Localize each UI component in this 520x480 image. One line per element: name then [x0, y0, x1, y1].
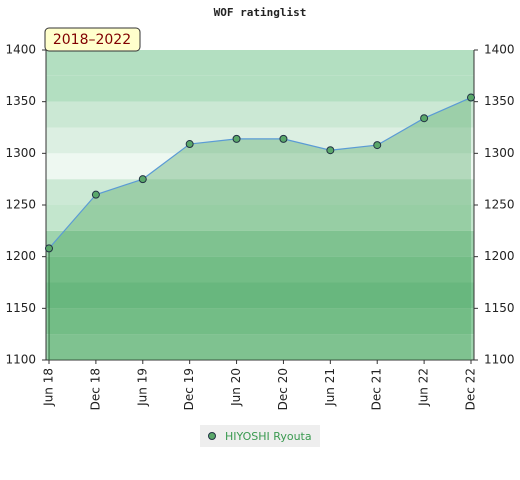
marker [45, 244, 53, 253]
y-tick-label: 1100 [5, 353, 36, 367]
area [49, 97, 471, 361]
marker [138, 175, 147, 184]
y2-tick-label: 1300 [484, 146, 515, 160]
y-tick-label: 1200 [5, 249, 36, 263]
band [46, 205, 474, 231]
legend [200, 425, 320, 447]
band [46, 230, 474, 257]
y2-tick-label: 1350 [484, 94, 515, 108]
marker [373, 141, 382, 150]
x-tick-label: Dec 19 [182, 368, 196, 410]
y-tick-label: 1350 [5, 94, 36, 108]
marker [467, 93, 475, 102]
legend-label: HIYOSHI Ryouta [225, 430, 312, 443]
x-tick-label: Dec 20 [276, 368, 290, 410]
band [46, 75, 474, 102]
y2-tick-label: 1150 [484, 301, 515, 315]
x-tick-label: Jun 18 [42, 368, 56, 407]
band [46, 334, 474, 360]
band [46, 308, 474, 335]
marker [420, 114, 429, 123]
y-tick-label: 1150 [5, 301, 36, 315]
band [46, 127, 474, 154]
y2-tick-label: 1250 [484, 198, 515, 212]
x-tick-label: Jun 19 [135, 368, 149, 407]
marker [326, 146, 335, 155]
line [48, 96, 472, 249]
y-tick-label: 1250 [5, 198, 36, 212]
badge: 2018–2022 [53, 32, 131, 48]
x-tick-label: Dec 18 [88, 368, 102, 410]
badge-box [44, 27, 141, 52]
marker [185, 140, 194, 149]
marker [91, 190, 100, 199]
plot: 1100 1100 1150 1150 1200 1200 1250 1250 1300 1300… [5, 43, 514, 411]
y2-tick-label: 1200 [484, 249, 515, 263]
x-tick-label: Dec 22 [464, 368, 478, 410]
legend-marker [208, 432, 216, 440]
marker [232, 134, 241, 143]
x-tick-label: Jun 21 [323, 368, 337, 407]
y2-tick-label: 1400 [484, 43, 515, 57]
band [46, 153, 474, 180]
band [46, 256, 474, 283]
marker [279, 134, 288, 143]
band [46, 282, 474, 309]
chart-title: WOF ratinglist [214, 6, 307, 19]
y-tick-label: 1300 [5, 146, 36, 160]
band [46, 179, 474, 205]
x-tick-label: Jun 22 [417, 368, 431, 407]
band [46, 101, 474, 128]
y-tick-label: 1400 [5, 43, 36, 57]
x-tick-label: Jun 20 [229, 368, 243, 407]
x-tick-label: Dec 21 [370, 368, 384, 410]
band [46, 50, 474, 76]
y2-tick-label: 1100 [484, 353, 515, 367]
